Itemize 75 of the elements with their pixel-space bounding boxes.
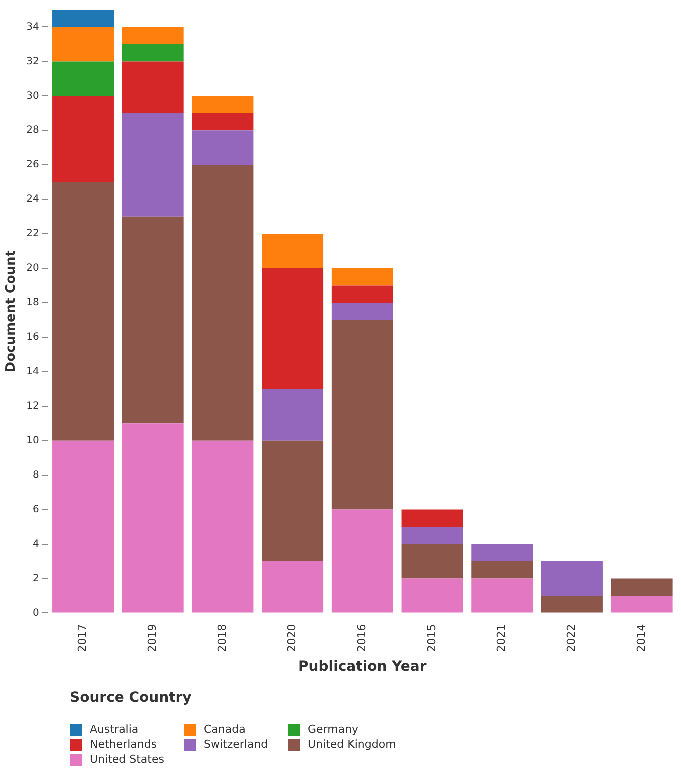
y-tick-label: 34 <box>26 22 40 33</box>
bar <box>611 596 673 613</box>
x-tick-label: 2021 <box>495 624 508 652</box>
legend-label: Canada <box>204 722 246 737</box>
bar <box>611 578 673 596</box>
bar <box>52 27 114 62</box>
y-tick-label: 30 <box>26 90 40 102</box>
y-tick-label: 4 <box>32 538 40 550</box>
y-tick-label: 12 <box>26 400 40 412</box>
bar <box>541 596 603 613</box>
bar <box>192 440 254 613</box>
bar <box>122 424 184 613</box>
y-tick-label: 28 <box>26 125 40 136</box>
bar <box>472 578 534 613</box>
legend-label: Germany <box>308 722 359 737</box>
x-tick-label: 2020 <box>286 624 299 652</box>
x-axis-title: Publication Year <box>298 659 427 676</box>
x-tick-label: 2017 <box>76 624 90 652</box>
x-tick-label: 2015 <box>425 624 438 652</box>
bar <box>52 10 114 28</box>
bar <box>52 96 114 182</box>
bar <box>332 320 394 510</box>
y-tick-label: 6 <box>32 504 40 516</box>
bar <box>332 286 394 303</box>
y-tick-label: 14 <box>26 366 40 378</box>
bar <box>262 268 324 390</box>
bar <box>262 440 324 562</box>
y-tick-label: 24 <box>26 194 40 206</box>
y-tick-label: 32 <box>26 56 40 68</box>
y-tick-label: 16 <box>26 332 40 344</box>
bar <box>52 182 114 441</box>
x-tick-label: 2016 <box>356 624 369 652</box>
bar <box>402 527 464 544</box>
bar <box>402 510 464 528</box>
legend-label: United States <box>90 752 164 767</box>
legend-label: Netherlands <box>90 737 158 752</box>
bar <box>192 165 254 441</box>
legend-label: Switzerland <box>204 737 268 752</box>
bar <box>262 234 324 269</box>
bar <box>122 113 184 217</box>
legend-label: United Kingdom <box>308 737 396 752</box>
bar <box>122 62 184 114</box>
bar <box>192 113 254 131</box>
bar <box>332 510 394 613</box>
bar <box>122 44 184 62</box>
y-axis-title: Document Count <box>4 250 20 373</box>
x-tick-label: 2018 <box>216 624 229 652</box>
y-tick-label: 18 <box>26 298 40 309</box>
bar <box>402 544 464 579</box>
bar <box>402 578 464 613</box>
bar <box>192 130 254 166</box>
bar <box>122 216 184 424</box>
legend-label: Australia <box>90 722 139 737</box>
legend-title: Source Country <box>70 690 193 706</box>
bar <box>332 302 394 320</box>
y-tick-label: 26 <box>26 160 40 171</box>
bar <box>262 389 324 441</box>
bar <box>332 268 394 286</box>
x-tick-label: 2019 <box>146 624 159 652</box>
y-tick-label: 0 <box>32 608 40 619</box>
x-tick-label: 2022 <box>565 624 578 652</box>
bar <box>262 562 324 613</box>
x-tick-label: 2014 <box>634 624 648 652</box>
bar <box>472 544 534 562</box>
bar <box>472 562 534 579</box>
bar <box>122 27 184 44</box>
bar <box>192 96 254 114</box>
y-tick-label: 20 <box>26 263 40 274</box>
bar <box>52 62 114 96</box>
y-tick-label: 8 <box>32 470 40 481</box>
bar <box>52 440 114 613</box>
y-tick-label: 22 <box>26 228 40 240</box>
bar <box>541 562 603 596</box>
y-tick-label: 2 <box>32 573 40 584</box>
y-tick-label: 10 <box>26 435 40 446</box>
